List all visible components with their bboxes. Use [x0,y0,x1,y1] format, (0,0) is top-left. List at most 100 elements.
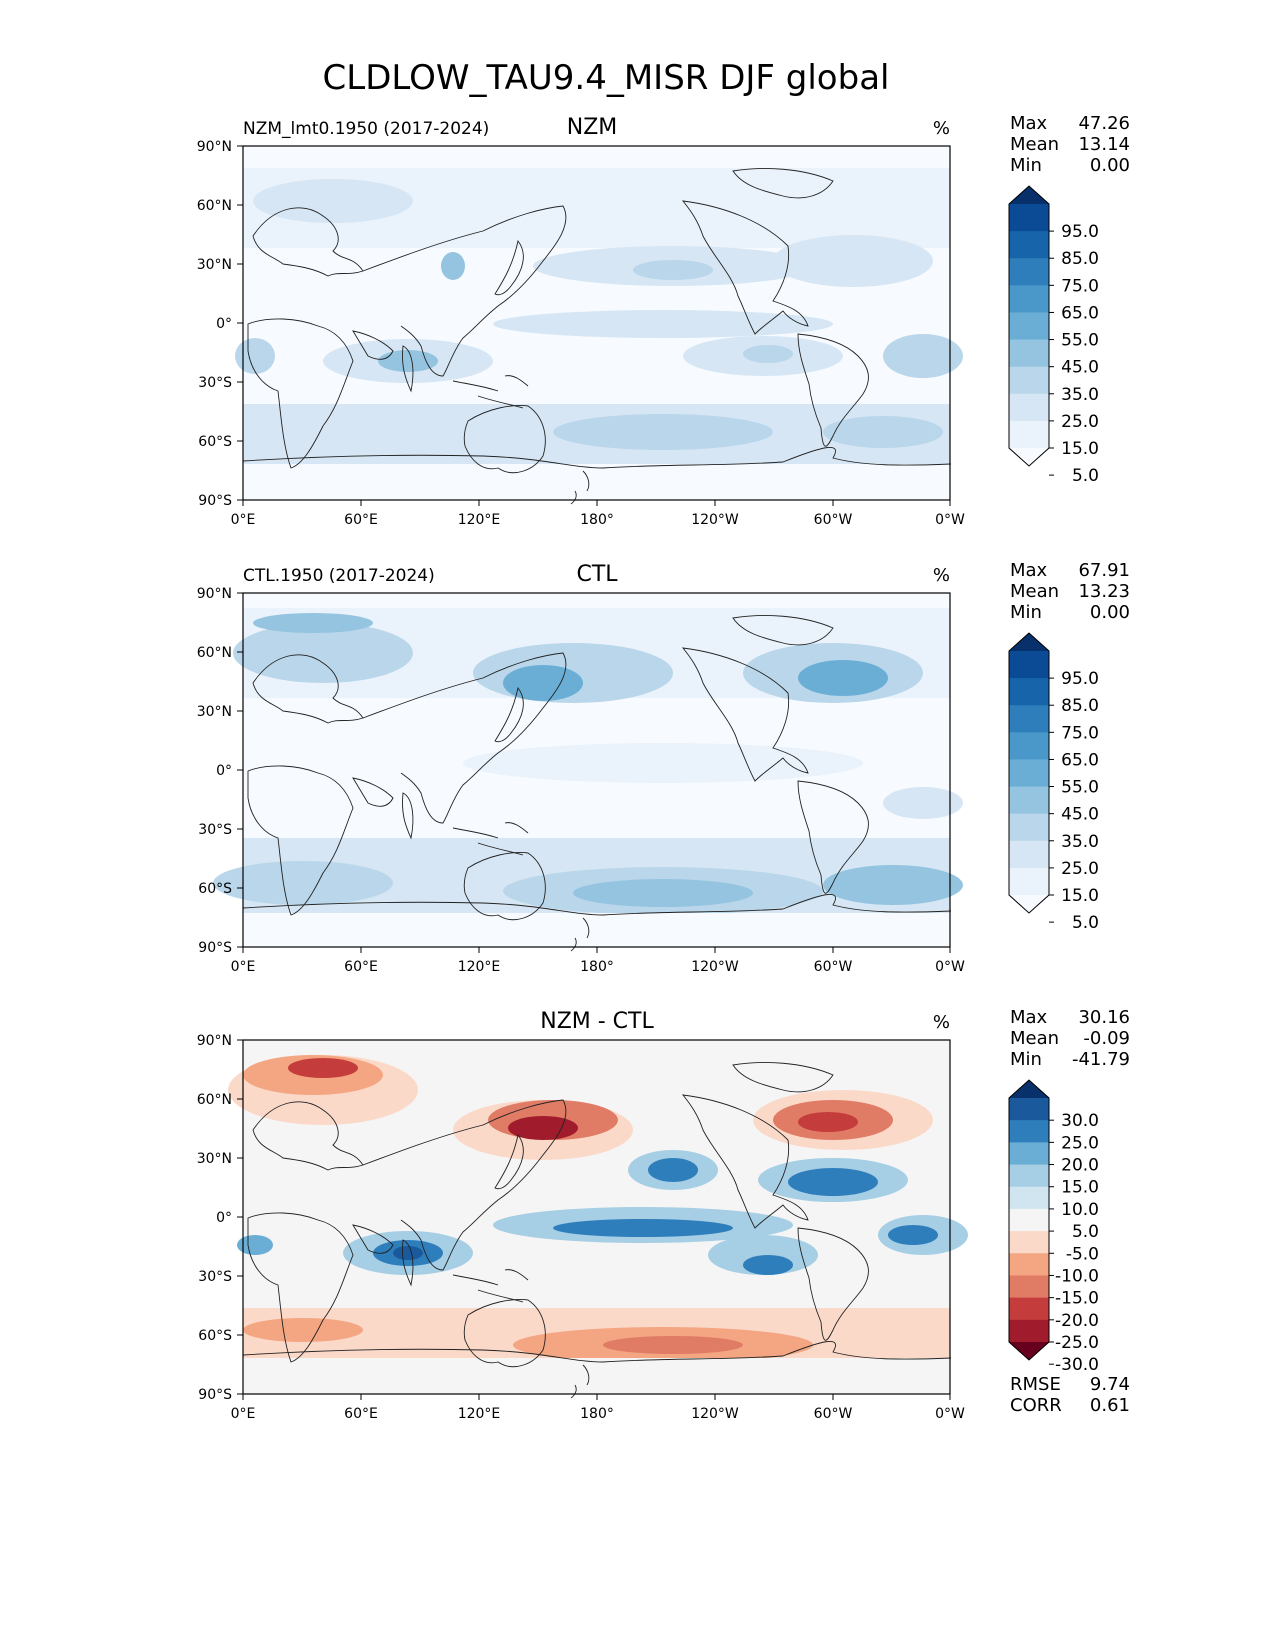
colorbar-segment [1009,1275,1049,1299]
lat-tick: 30°N [197,1151,232,1167]
colorbar-segment [1009,651,1049,679]
lat-tick: 30°N [197,257,232,273]
lon-axis: 0°E 60°E 120°E 180° 120°W 60°W 0°W [231,500,965,528]
lon-tick: 180° [580,959,614,975]
field-contours [235,168,963,500]
lon-tick: 60°E [344,512,378,528]
lat-tick: 60°S [198,434,232,450]
colorbar-label: -20.0 [1055,1311,1099,1331]
colorbar-extend-max [1009,186,1049,204]
panel-diff: NZM - CTL % [197,1007,1130,1422]
colorbar-extend-min [1009,448,1049,466]
lat-tick: 30°S [198,822,232,838]
corr-label: CORR [1010,1395,1062,1416]
colorbar: 95.0 85.0 75.0 65.0 55.0 45.0 35.0 25.0 15.0 5.0 [1008,185,1099,486]
colorbar-segment [1009,732,1049,760]
panel-units: % [933,565,950,586]
colorbar-label: 5.0 [1072,466,1099,486]
lon-tick: 0°W [935,959,965,975]
panel-left-label: NZM_lmt0.1950 (2017-2024) [243,119,489,139]
colorbar-label: 10.0 [1061,1200,1099,1220]
colorbar-segment [1009,204,1049,232]
panel-nzm: NZM_lmt0.1950 (2017-2024) NZM % [197,113,1130,528]
colorbar: 30.025.0 20.015.010.05.0-5.0-10.0 -15.0-20… [1008,1079,1099,1375]
lat-tick: 60°N [197,1092,232,1108]
lat-tick: 30°S [198,375,232,391]
stat-label: Mean [1010,581,1059,602]
colorbar-label: -25.0 [1055,1333,1099,1353]
lon-axis: 0°E 60°E 120°E 180° 120°W 60°W 0°W [231,947,965,975]
colorbar-segment [1009,366,1049,395]
stats-block: Max 30.16 Mean -0.09 Min -41.79 [1010,1007,1130,1070]
stats-block: Max 67.91 Mean 13.23 Min 0.00 [1010,560,1130,623]
colorbar-segment [1009,678,1049,706]
lat-tick: 90°N [197,139,232,155]
lat-tick: 90°N [197,1033,232,1049]
colorbar-label: 25.0 [1061,412,1099,432]
lon-tick: 60°W [814,1406,853,1422]
lat-tick: 60°N [197,198,232,214]
lat-tick: 90°N [197,586,232,602]
colorbar-segment [1009,339,1049,368]
lon-tick: 60°E [344,959,378,975]
colorbar-segment [1009,1231,1049,1254]
colorbar-label: -30.0 [1055,1355,1099,1375]
stat-mean: 13.23 [1078,581,1130,602]
lat-tick: 0° [216,316,232,332]
colorbar-segment [1009,1120,1049,1143]
stat-label: Mean [1010,1028,1059,1049]
colorbar-segment [1009,393,1049,422]
lon-tick: 120°E [458,512,501,528]
colorbar-segment [1009,231,1049,259]
colorbar-label: 65.0 [1061,303,1099,323]
stat-label: Min [1010,1049,1042,1070]
colorbar-label: 25.0 [1061,1133,1099,1153]
colorbar-extend-min [1009,895,1049,913]
colorbar-segment [1009,1186,1049,1210]
lon-tick: 180° [580,512,614,528]
colorbar-label: 15.0 [1061,439,1099,459]
lon-tick: 0°E [231,1406,256,1422]
rmse-value: 9.74 [1090,1374,1130,1395]
map-area [235,145,963,505]
lon-tick: 0°W [935,512,965,528]
colorbar-segment [1009,813,1049,842]
colorbar-label: -10.0 [1055,1266,1099,1286]
stat-min: -41.79 [1072,1049,1130,1070]
colorbar-segment [1009,258,1049,286]
colorbar-segment [1009,786,1049,815]
lon-tick: 120°W [691,1406,739,1422]
stat-max: 30.16 [1078,1007,1130,1028]
panel-title: CTL [576,562,618,587]
map-area [213,592,963,952]
colorbar-label: 75.0 [1061,276,1099,296]
colorbar-label: 45.0 [1061,358,1099,378]
lat-tick: 60°S [198,881,232,897]
panel-title: NZM - CTL [540,1009,654,1034]
lon-tick: 60°W [814,959,853,975]
colorbar-segment [1009,420,1049,449]
lon-tick: 120°W [691,959,739,975]
lon-tick: 60°E [344,1406,378,1422]
stat-max: 47.26 [1078,113,1130,134]
colorbar-label: 5.0 [1072,913,1099,933]
lon-axis: 0°E 60°E 120°E 180° 120°W 60°W 0°W [231,1394,965,1422]
panel-left-label: CTL.1950 (2017-2024) [243,566,435,586]
stat-min: 0.00 [1090,155,1130,176]
panel-title: NZM [567,115,618,140]
lat-tick: 30°N [197,704,232,720]
colorbar-segment [1009,1319,1049,1343]
lon-tick: 120°E [458,1406,501,1422]
colorbar-segment [1009,1297,1049,1321]
stat-label: Max [1010,560,1048,581]
corr-value: 0.61 [1090,1395,1130,1416]
colorbar-segment [1009,1164,1049,1188]
stat-label: Min [1010,602,1042,623]
stat-label: Min [1010,155,1042,176]
field-contours [213,608,963,947]
colorbar-label: 5.0 [1072,1222,1099,1242]
lat-axis: 90°N 60°N 30°N 0° 30°S 60°S 90°S [197,139,243,509]
colorbar-label: 25.0 [1061,859,1099,879]
colorbar-segment [1009,705,1049,733]
